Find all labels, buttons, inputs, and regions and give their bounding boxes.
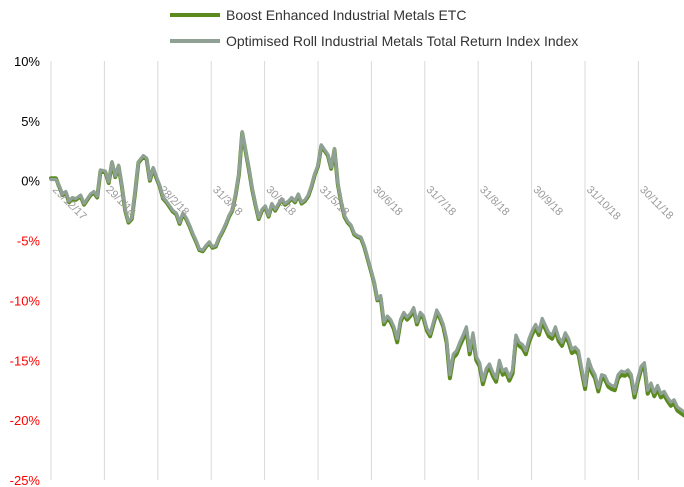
x-tick-label: 31/3/18 — [210, 184, 244, 218]
series-line-optimised-roll — [49, 130, 684, 414]
x-tick-label: 31/10/18 — [584, 184, 623, 223]
legend-item-optimised-roll: Optimised Roll Industrial Metals Total R… — [170, 33, 578, 49]
y-tick-label: -10% — [10, 293, 41, 308]
x-tick-label: 30/6/18 — [370, 184, 404, 218]
y-tick-labels: 10% 5% 0% -5% -10% -15% -20% -25% — [10, 54, 41, 487]
y-tick-label: 10% — [14, 54, 40, 69]
x-tick-label: 31/8/18 — [477, 184, 511, 218]
series — [49, 130, 684, 418]
legend-label-boost: Boost Enhanced Industrial Metals ETC — [226, 7, 466, 23]
x-tick-label: 30/9/18 — [530, 184, 564, 218]
x-tick-label: 31/7/18 — [424, 184, 458, 218]
y-tick-label: 0% — [21, 174, 40, 189]
grid — [50, 61, 639, 480]
x-tick-label: 30/11/18 — [637, 184, 675, 222]
y-tick-label: -15% — [10, 353, 41, 368]
legend-item-boost: Boost Enhanced Industrial Metals ETC — [170, 7, 466, 23]
y-tick-label: -5% — [17, 234, 41, 249]
y-tick-label: -20% — [10, 413, 41, 428]
legend: Boost Enhanced Industrial Metals ETC Opt… — [170, 7, 578, 49]
series-line-boost — [49, 130, 684, 418]
x-tick-labels: 29/12/17 29/1/18 28/2/18 31/3/18 30/4/18 31/5… — [50, 184, 676, 223]
x-tick-label: 31/5/18 — [317, 184, 351, 218]
legend-label-optimised-roll: Optimised Roll Industrial Metals Total R… — [226, 33, 578, 49]
y-tick-label: 5% — [21, 114, 40, 129]
y-tick-label: -25% — [10, 473, 41, 487]
